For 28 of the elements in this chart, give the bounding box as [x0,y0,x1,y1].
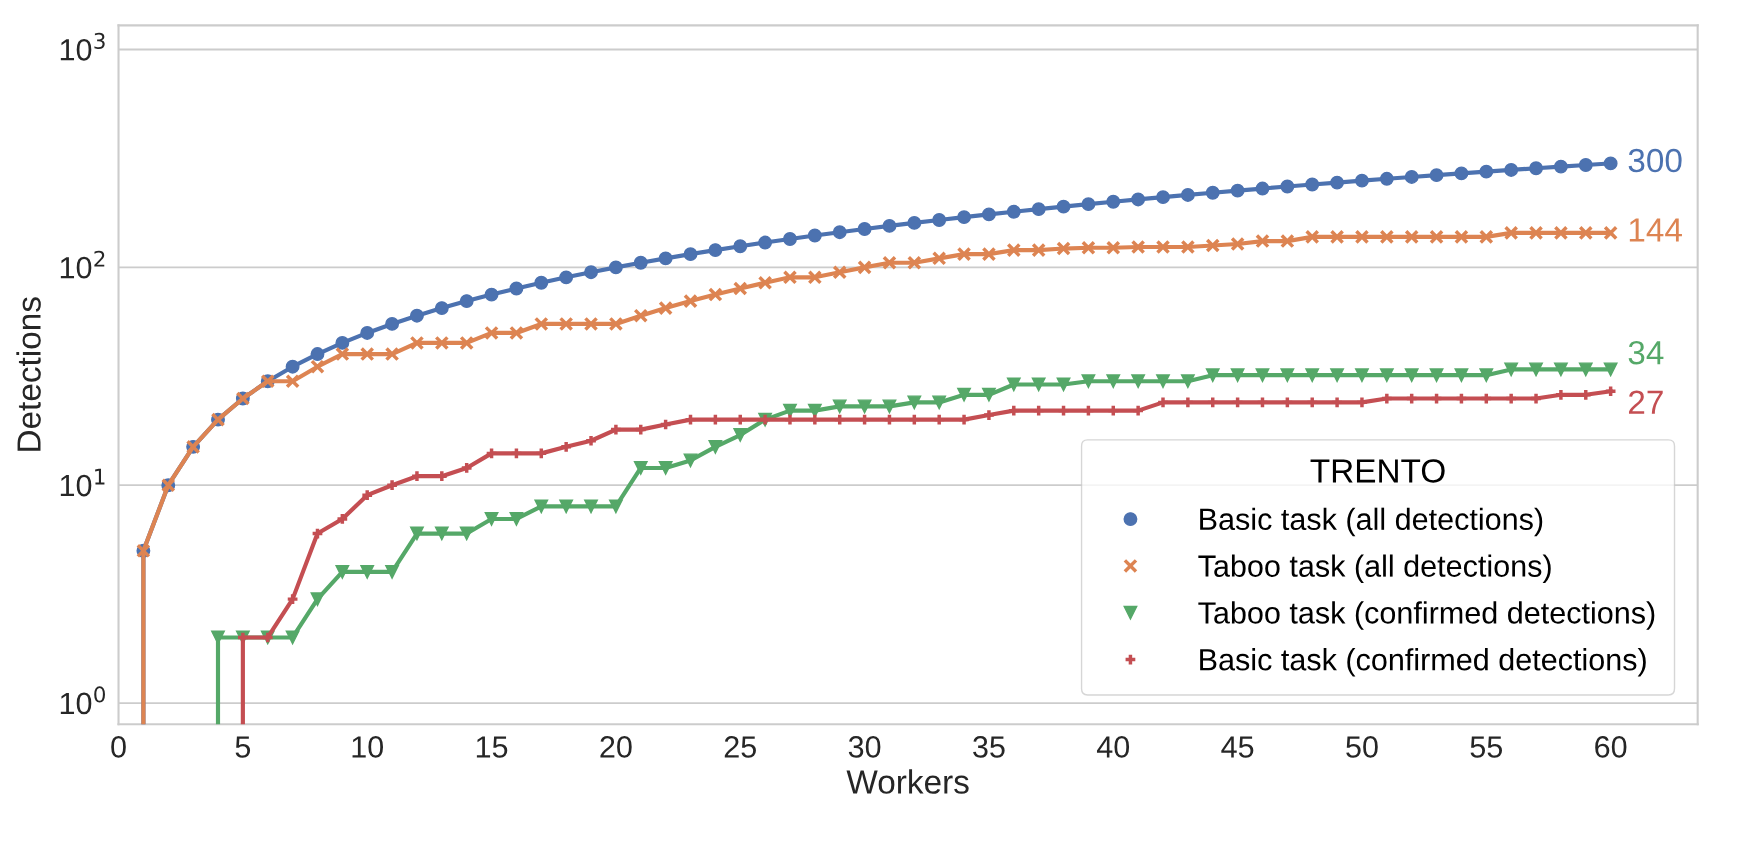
x-tick-label: 45 [1221,736,1254,758]
x-tick-label: 25 [724,736,756,758]
y-tick-label: 10$^{2}$ [60,250,105,279]
legend-title: TRENTO [1310,459,1445,483]
data-label: 27 [1628,390,1663,414]
x-tick-label: 50 [1346,736,1378,758]
legend-label: Basic task (all detections) [1200,507,1543,537]
x-tick-label: 10 [352,736,384,758]
x-tick-label: 60 [1595,736,1627,758]
x-tick-label: 5 [235,736,251,758]
x-tick-label: 55 [1470,736,1503,758]
data-label: 300 [1628,148,1682,173]
y-tick-label: 10$^{0}$ [60,686,105,715]
x-tick-label: 35 [973,736,1005,758]
y-axis-title: Detections [16,297,41,451]
x-tick-label: 30 [848,736,881,758]
x-tick-label: 15 [476,736,508,758]
x-axis-title: Workers [846,769,969,794]
legend-label: Taboo task (all detections) [1198,554,1551,583]
legend-label: Basic task (confirmed detections) [1200,648,1646,677]
y-tick-label: 10$^{3}$ [60,32,105,61]
x-tick-label: 20 [600,736,632,758]
y-tick-label: 10$^{1}$ [60,468,105,497]
x-tick-label: 0 [111,736,126,758]
data-label: 34 [1628,340,1664,365]
data-label: 144 [1629,218,1682,242]
legend-label: Taboo task (confirmed detections) [1198,601,1655,630]
x-tick-label: 40 [1096,736,1130,758]
